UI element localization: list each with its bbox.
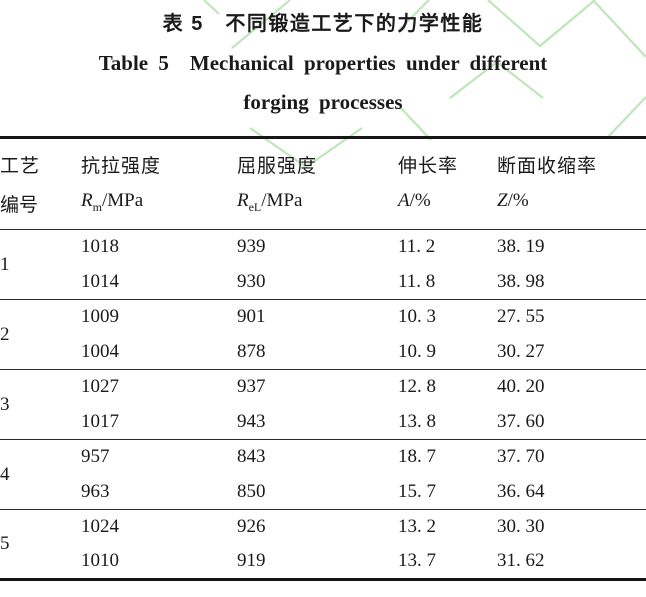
table-cell: 1004 (81, 334, 237, 370)
table-cell: 15. 7 (398, 474, 497, 510)
table-cell: 926 (237, 516, 266, 538)
table-cell: 27. 55 (497, 306, 545, 328)
table-row: 1 1018 939 11. 2 38. 19 (0, 229, 646, 300)
col-header-process-no: 工艺 编号 (0, 136, 81, 230)
process-no-cell: 3 (0, 369, 81, 440)
table-cell: 13. 7 (398, 544, 497, 581)
caption-chinese: 表 5 不同锻造工艺下的力学性能 (162, 13, 484, 35)
col-header-label: 编号 (0, 195, 39, 216)
col-header-label: 伸长率 (398, 156, 459, 177)
col-header-symbol: ReL/MPa (237, 190, 303, 214)
table-cell: 31. 62 (497, 544, 646, 581)
table-cell: 1017 (81, 404, 237, 440)
table-cell: 1014 (81, 264, 237, 300)
table-cell: 850 (237, 474, 398, 510)
table-cell: 10. 3 (398, 306, 436, 328)
table-cell: 1024 (81, 516, 119, 538)
col-header-label: 断面收缩率 (497, 156, 598, 177)
table-cell: 843 (237, 446, 266, 468)
process-no-cell: 2 (0, 299, 81, 370)
table-cell: 38. 98 (497, 264, 646, 300)
table-row: 5 1024 926 13. 2 30. 30 (0, 509, 646, 581)
col-header-label: 屈服强度 (237, 156, 318, 177)
table-row: 963 850 15. 7 36. 64 (0, 474, 646, 510)
table-cell: 10. 9 (398, 334, 497, 370)
table-cell: 939 (237, 236, 266, 258)
table-cell: 1009 (81, 306, 119, 328)
process-no-cell: 4 (0, 439, 81, 510)
col-header-symbol: A/% (398, 190, 431, 211)
table-cell: 13. 2 (398, 516, 436, 538)
table-cell: 36. 64 (497, 474, 646, 510)
table-cell: 1027 (81, 376, 119, 398)
table-cell: 1018 (81, 236, 119, 258)
table-row: 1010 919 13. 7 31. 62 (0, 544, 646, 581)
table-header: 工艺 编号 抗拉强度 Rm/MPa 屈服强度 ReL/MPa 伸长率 A/% 断… (0, 136, 646, 230)
table-row: 1014 930 11. 8 38. 98 (0, 264, 646, 300)
table-cell: 37. 60 (497, 404, 646, 440)
col-header-label: 抗拉强度 (81, 156, 162, 177)
table-cell: 943 (237, 404, 398, 440)
table-cell: 11. 2 (398, 236, 436, 258)
table-cell: 919 (237, 544, 398, 581)
table-caption: 表 5 不同锻造工艺下的力学性能 Table 5 Mechanical prop… (0, 0, 646, 115)
table-cell: 1010 (81, 544, 237, 581)
table-cell: 901 (237, 306, 266, 328)
col-header-symbol: Z/% (497, 190, 529, 211)
table-cell: 878 (237, 334, 398, 370)
table-cell: 12. 8 (398, 376, 436, 398)
table-row: 1004 878 10. 9 30. 27 (0, 334, 646, 370)
table-cell: 963 (81, 474, 237, 510)
col-header-reduction-of-area: 断面收缩率 Z/% (497, 136, 646, 230)
table-cell: 13. 8 (398, 404, 497, 440)
table-cell: 30. 30 (497, 516, 545, 538)
table-cell: 11. 8 (398, 264, 497, 300)
process-no-cell: 5 (0, 509, 81, 581)
table-row: 1017 943 13. 8 37. 60 (0, 404, 646, 440)
caption-english-line1: Table 5 Mechanical properties under diff… (98, 51, 548, 75)
table-cell: 38. 19 (497, 236, 545, 258)
caption-english-line2: forging processes (243, 90, 403, 114)
table-cell: 957 (81, 446, 110, 468)
table-cell: 930 (237, 264, 398, 300)
mechanical-properties-table: 工艺 编号 抗拉强度 Rm/MPa 屈服强度 ReL/MPa 伸长率 A/% 断… (0, 136, 646, 581)
col-header-tensile-strength: 抗拉强度 Rm/MPa (81, 136, 237, 230)
table-cell: 937 (237, 376, 266, 398)
table-row: 3 1027 937 12. 8 40. 20 (0, 369, 646, 440)
table-row: 4 957 843 18. 7 37. 70 (0, 439, 646, 510)
table-cell: 37. 70 (497, 446, 545, 468)
col-header-yield-strength: 屈服强度 ReL/MPa (237, 136, 398, 230)
table-row: 2 1009 901 10. 3 27. 55 (0, 299, 646, 370)
table-cell: 30. 27 (497, 334, 646, 370)
table-cell: 18. 7 (398, 446, 436, 468)
col-header-elongation: 伸长率 A/% (398, 136, 497, 230)
table-cell: 40. 20 (497, 376, 545, 398)
col-header-symbol: Rm/MPa (81, 190, 144, 214)
process-no-cell: 1 (0, 229, 81, 300)
col-header-label: 工艺 (0, 156, 41, 177)
